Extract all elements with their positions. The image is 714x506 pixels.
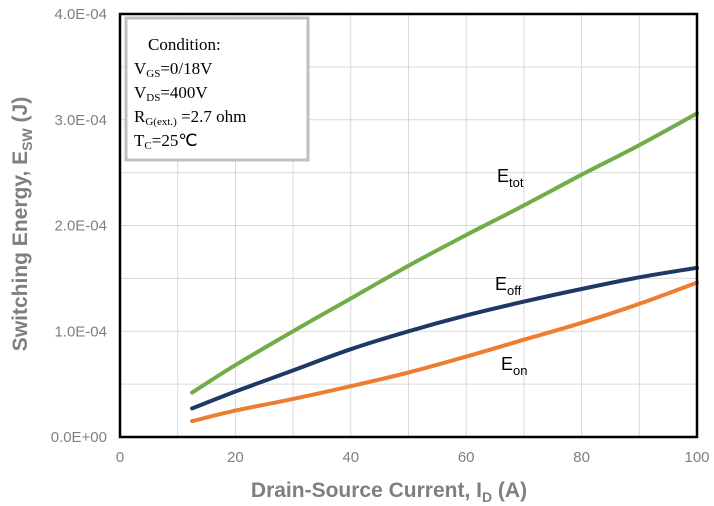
y-tick-label: 2.0E-04 [54, 218, 107, 235]
x-tick-label: 60 [458, 449, 475, 466]
etot-series-line [190, 111, 699, 395]
condition-title: Condition: [148, 35, 221, 54]
eoff-series-line [190, 265, 699, 411]
series-layer [190, 111, 699, 424]
condition-box-frame [124, 16, 310, 162]
x-tick-label: 80 [573, 449, 590, 466]
eon-curve-label: Eon [501, 354, 527, 378]
condition-box: Condition: VGS=0/18V VDS=400V RG(ext.) =… [124, 16, 310, 162]
condition-rg: RG(ext.) =2.7 ohm [134, 107, 246, 128]
y-tick-label: 1.0E-04 [54, 323, 107, 340]
x-tick-label: 20 [227, 449, 244, 466]
condition-vds: VDS=400V [134, 83, 208, 104]
condition-tc: TC=25℃ [134, 131, 197, 152]
y-tick-label: 4.0E-04 [54, 6, 107, 23]
x-axis-title: Drain-Source Current, ID (A) [251, 479, 527, 505]
eon-series-line [190, 280, 699, 424]
grid-layer [120, 14, 697, 437]
y-axis-title: Switching Energy, ESW (J) [9, 97, 35, 351]
condition-vgs: VGS=0/18V [134, 59, 213, 80]
plot-frame [118, 12, 699, 439]
x-tick-label: 0 [116, 449, 124, 466]
x-tick-label: 100 [684, 449, 709, 466]
y-tick-label: 0.0E+00 [51, 429, 107, 446]
tick-labels: 0 20 40 60 80 100 0.0E+00 1.0E-04 2.0E-04 3.0E-04… [51, 6, 710, 466]
etot-curve-label: Etot [497, 166, 524, 190]
y-tick-label: 3.0E-04 [54, 112, 107, 129]
eoff-curve-label: Eoff [495, 274, 522, 298]
x-tick-label: 40 [342, 449, 359, 466]
